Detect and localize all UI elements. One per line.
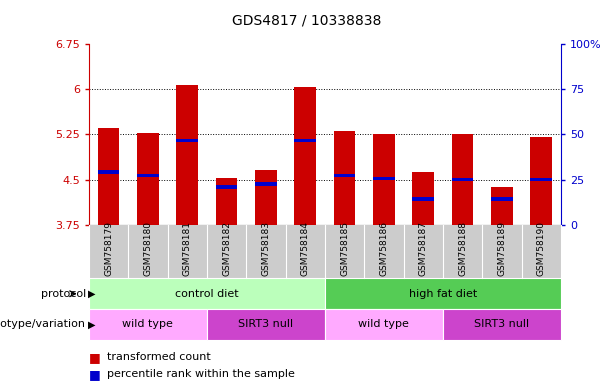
- Bar: [216, 178, 237, 225]
- Bar: [530, 178, 552, 181]
- Text: GSM758190: GSM758190: [537, 222, 546, 276]
- Text: GSM758184: GSM758184: [301, 222, 310, 276]
- Text: GSM758179: GSM758179: [104, 222, 113, 276]
- Text: ▶: ▶: [88, 319, 96, 329]
- Text: ■: ■: [89, 368, 101, 381]
- Text: GSM758183: GSM758183: [261, 222, 270, 276]
- Bar: [177, 85, 198, 225]
- Text: GSM758187: GSM758187: [419, 222, 428, 276]
- Bar: [373, 134, 395, 225]
- Bar: [294, 139, 316, 142]
- Bar: [530, 137, 552, 225]
- Bar: [333, 131, 356, 225]
- Text: GSM758186: GSM758186: [379, 222, 389, 276]
- Bar: [97, 128, 120, 225]
- Text: GDS4817 / 10338838: GDS4817 / 10338838: [232, 13, 381, 27]
- Text: GSM758185: GSM758185: [340, 222, 349, 276]
- Text: SIRT3 null: SIRT3 null: [474, 319, 530, 329]
- Bar: [373, 177, 395, 180]
- Bar: [491, 197, 512, 200]
- Bar: [216, 185, 237, 189]
- Bar: [177, 139, 198, 142]
- Bar: [491, 187, 512, 225]
- Text: protocol: protocol: [40, 289, 86, 299]
- Text: control diet: control diet: [175, 289, 238, 299]
- Text: genotype/variation: genotype/variation: [0, 319, 86, 329]
- Text: GSM758181: GSM758181: [183, 222, 192, 276]
- Bar: [137, 174, 159, 177]
- Text: ■: ■: [89, 351, 101, 364]
- Bar: [97, 170, 120, 174]
- Text: wild type: wild type: [359, 319, 409, 329]
- Bar: [413, 197, 434, 200]
- Text: GSM758180: GSM758180: [143, 222, 153, 276]
- Text: wild type: wild type: [123, 319, 173, 329]
- Text: GSM758188: GSM758188: [458, 222, 467, 276]
- Text: ▶: ▶: [88, 289, 96, 299]
- Bar: [413, 172, 434, 225]
- Bar: [294, 87, 316, 225]
- Bar: [255, 182, 276, 185]
- Bar: [452, 178, 473, 181]
- Text: transformed count: transformed count: [107, 352, 211, 362]
- Text: high fat diet: high fat diet: [409, 289, 477, 299]
- Bar: [137, 133, 159, 225]
- Bar: [333, 174, 356, 177]
- Bar: [255, 170, 276, 225]
- Text: GSM758189: GSM758189: [497, 222, 506, 276]
- Text: GSM758182: GSM758182: [222, 222, 231, 276]
- Text: SIRT3 null: SIRT3 null: [238, 319, 294, 329]
- Bar: [452, 134, 473, 225]
- Text: percentile rank within the sample: percentile rank within the sample: [107, 369, 295, 379]
